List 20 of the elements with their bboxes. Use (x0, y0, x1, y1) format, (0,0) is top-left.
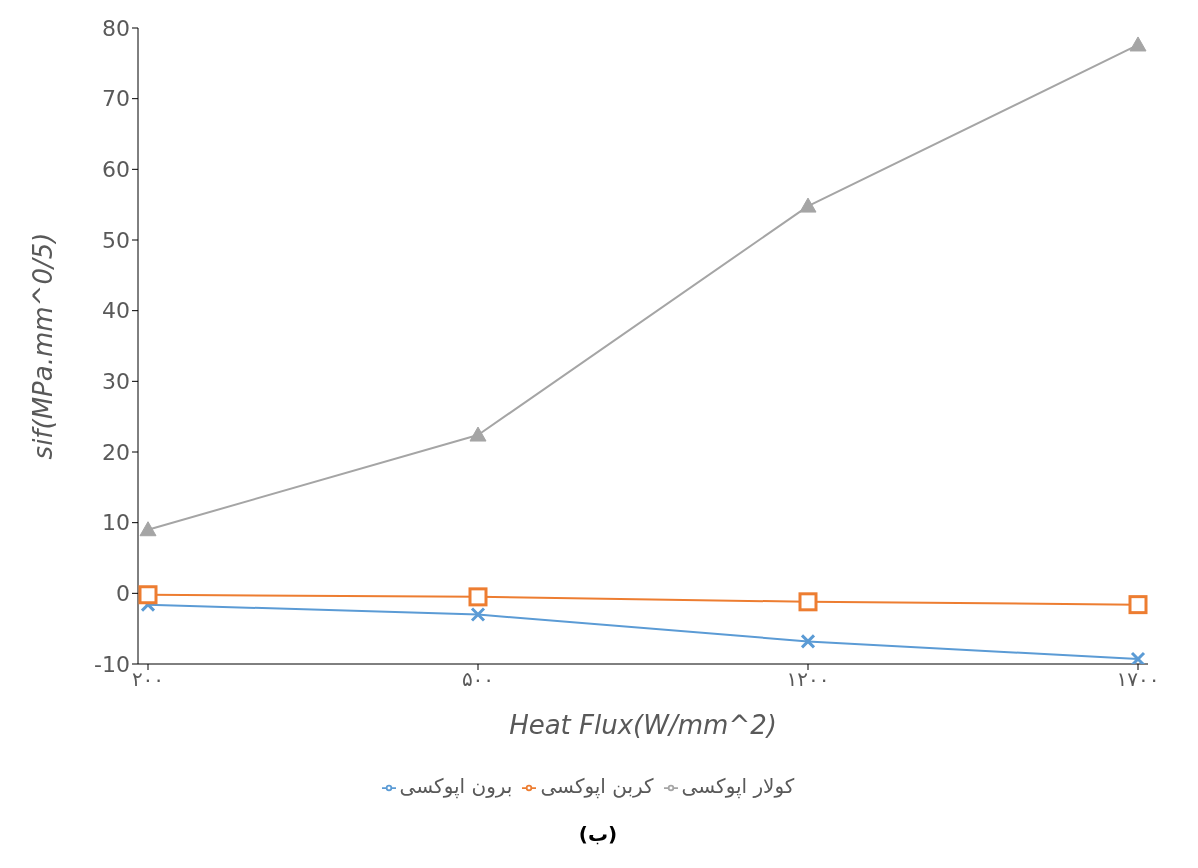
y-tick-label: 0 (116, 581, 130, 607)
y-tick-label: 40 (102, 298, 130, 324)
y-tick-label: 70 (102, 86, 130, 112)
y-tick-label: -10 (94, 651, 130, 677)
legend-label: برون اپوکسی (399, 774, 513, 798)
legend-label: کربن اپوکسی (540, 774, 654, 798)
x-tick-label: ۱۷۰۰ (1116, 667, 1160, 692)
y-axis-title: sif(MPa.mm^0/5) (28, 232, 59, 460)
x-tick-label: ۵۰۰ (461, 667, 495, 692)
text: (ب) (577, 822, 619, 846)
legend-label: کولار اپوکسی (681, 774, 795, 798)
y-tick-label: 20 (102, 439, 130, 465)
x-tick-label: ۱۲۰۰ (786, 667, 830, 692)
y-tick-label: 30 (102, 369, 130, 395)
y-tick-label: 80 (102, 15, 130, 41)
x-tick-label: ۲۰۰ (131, 667, 165, 692)
x-axis-title: Heat Flux(W/mm^2) (509, 710, 777, 740)
y-tick-label: 10 (102, 510, 130, 536)
y-tick-label: 50 (102, 227, 130, 253)
y-tick-label: 60 (102, 157, 130, 183)
